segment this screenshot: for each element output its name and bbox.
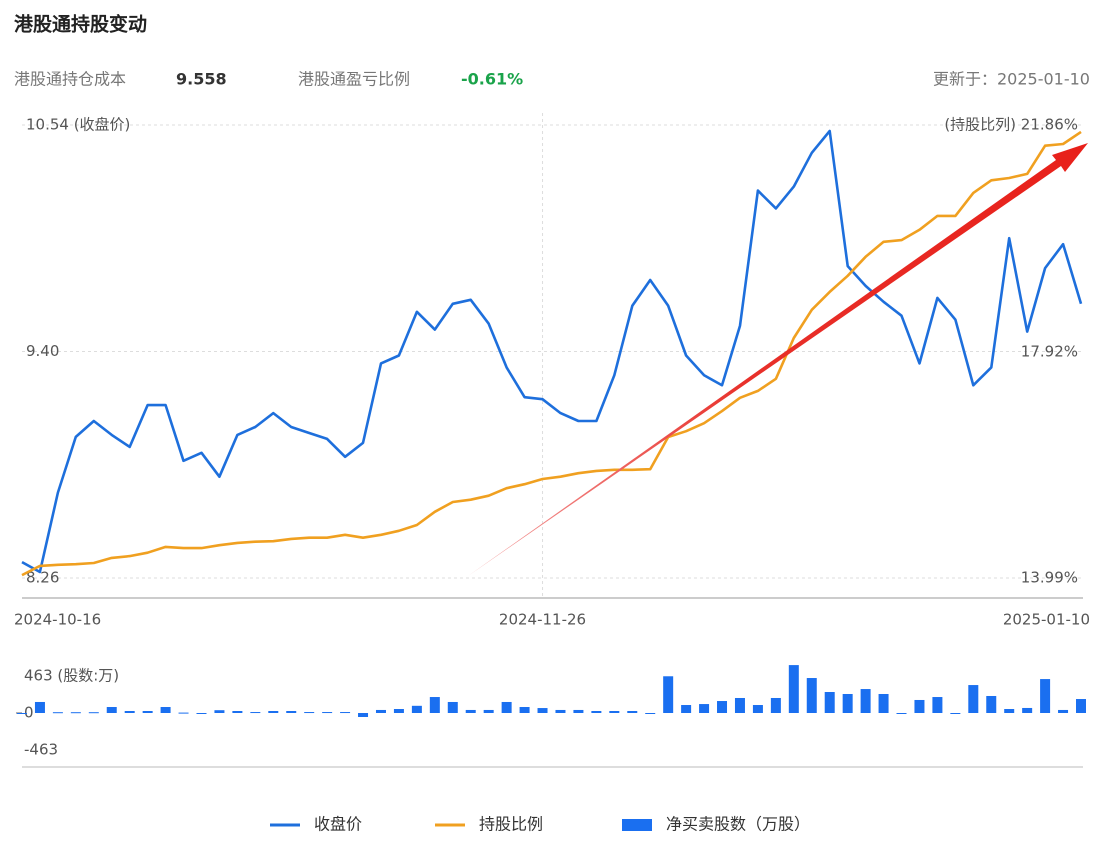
bar xyxy=(1022,707,1033,713)
bar xyxy=(806,678,817,713)
bar xyxy=(681,705,692,713)
series-line xyxy=(21,129,1083,574)
bar xyxy=(501,701,512,713)
bar xyxy=(250,712,261,714)
bar xyxy=(752,705,763,713)
legend-label: 持股比例 xyxy=(479,815,543,834)
bar xyxy=(842,693,853,713)
y-tick-label: -463 xyxy=(24,740,58,758)
bar xyxy=(645,713,656,714)
bar xyxy=(609,711,620,713)
bar xyxy=(322,712,333,714)
x-tick-label: 2024-10-16 xyxy=(14,611,101,629)
bar xyxy=(537,708,548,713)
bar xyxy=(429,697,440,713)
bar xyxy=(950,713,961,714)
bar xyxy=(1076,699,1086,713)
legend-swatch xyxy=(622,819,652,831)
bar xyxy=(519,707,530,713)
bar xyxy=(627,711,638,713)
bar xyxy=(304,712,315,714)
bar xyxy=(268,711,279,713)
bar xyxy=(358,713,369,717)
bar xyxy=(573,709,584,713)
bar xyxy=(986,695,997,713)
y-tick-label: 0 xyxy=(24,704,34,722)
bar xyxy=(914,699,925,713)
x-tick-label: 2024-11-26 xyxy=(499,611,586,629)
legend-label: 净买卖股数（万股） xyxy=(666,815,810,834)
bar xyxy=(932,697,943,713)
legend: 收盘价 持股比例 净买卖股数（万股） xyxy=(270,815,810,834)
legend-label: 收盘价 xyxy=(314,815,362,834)
bar xyxy=(878,693,889,713)
bar xyxy=(1004,709,1015,713)
bar xyxy=(788,665,799,713)
cost-label: 港股通持仓成本 xyxy=(14,70,126,89)
updated: 更新于：2025-01-10 xyxy=(933,70,1090,89)
bar xyxy=(214,710,225,713)
bar xyxy=(717,701,728,713)
pnl-label: 港股通盈亏比例 xyxy=(298,70,410,89)
bar xyxy=(232,711,243,713)
bar xyxy=(411,705,422,713)
bar xyxy=(286,711,297,713)
bar xyxy=(34,701,45,713)
y2-tick-label: 17.92% xyxy=(1021,342,1078,360)
bar xyxy=(70,712,81,714)
trend-arrow xyxy=(468,143,1088,576)
y-tick-label: 9.40 xyxy=(26,342,59,360)
series-line xyxy=(21,130,1082,577)
bar xyxy=(734,697,745,713)
bar xyxy=(178,712,189,714)
bar xyxy=(196,713,207,714)
bar xyxy=(1058,709,1069,713)
y2-tick-label: (持股比列) 21.86% xyxy=(944,116,1078,134)
bar xyxy=(555,709,566,713)
pnl-value: -0.61% xyxy=(461,70,523,89)
bar xyxy=(375,709,386,713)
y2-tick-label: 13.99% xyxy=(1021,569,1078,587)
bar xyxy=(17,713,27,714)
bar xyxy=(393,709,404,713)
bar xyxy=(88,712,99,714)
bar xyxy=(896,713,907,714)
bar xyxy=(968,685,979,713)
bar xyxy=(663,676,674,713)
bar xyxy=(483,709,494,713)
y-tick-label: 10.54 (收盘价) xyxy=(26,116,130,134)
bar xyxy=(465,709,476,713)
y-tick-label: 8.26 xyxy=(26,569,59,587)
x-tick-label: 2025-01-10 xyxy=(1003,611,1090,629)
bar xyxy=(106,707,117,713)
bar xyxy=(1040,679,1051,713)
bar xyxy=(340,712,351,714)
page-title: 港股通持股变动 xyxy=(14,13,147,36)
bar xyxy=(142,711,153,713)
bar-chart: -463 0 463 (股数:万) xyxy=(16,665,1086,758)
bar xyxy=(591,711,602,713)
bar xyxy=(160,707,171,713)
bar xyxy=(447,701,458,713)
bar xyxy=(824,691,835,713)
cost-value: 9.558 xyxy=(176,70,227,89)
bar xyxy=(52,712,63,714)
y-tick-label: 463 (股数:万) xyxy=(24,667,119,685)
bar xyxy=(699,704,710,713)
bar xyxy=(124,711,135,713)
main-chart: 8.26 9.40 10.54 (收盘价) 13.99% 17.92% (持股比列) 21… xyxy=(14,113,1090,629)
bar xyxy=(770,697,781,713)
bar xyxy=(860,689,871,713)
